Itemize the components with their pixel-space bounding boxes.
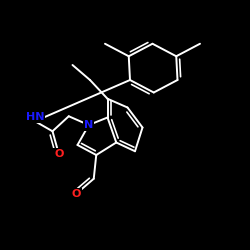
Text: HN: HN xyxy=(26,112,44,122)
Text: N: N xyxy=(84,120,94,130)
Text: O: O xyxy=(72,189,81,199)
Text: O: O xyxy=(54,149,64,159)
